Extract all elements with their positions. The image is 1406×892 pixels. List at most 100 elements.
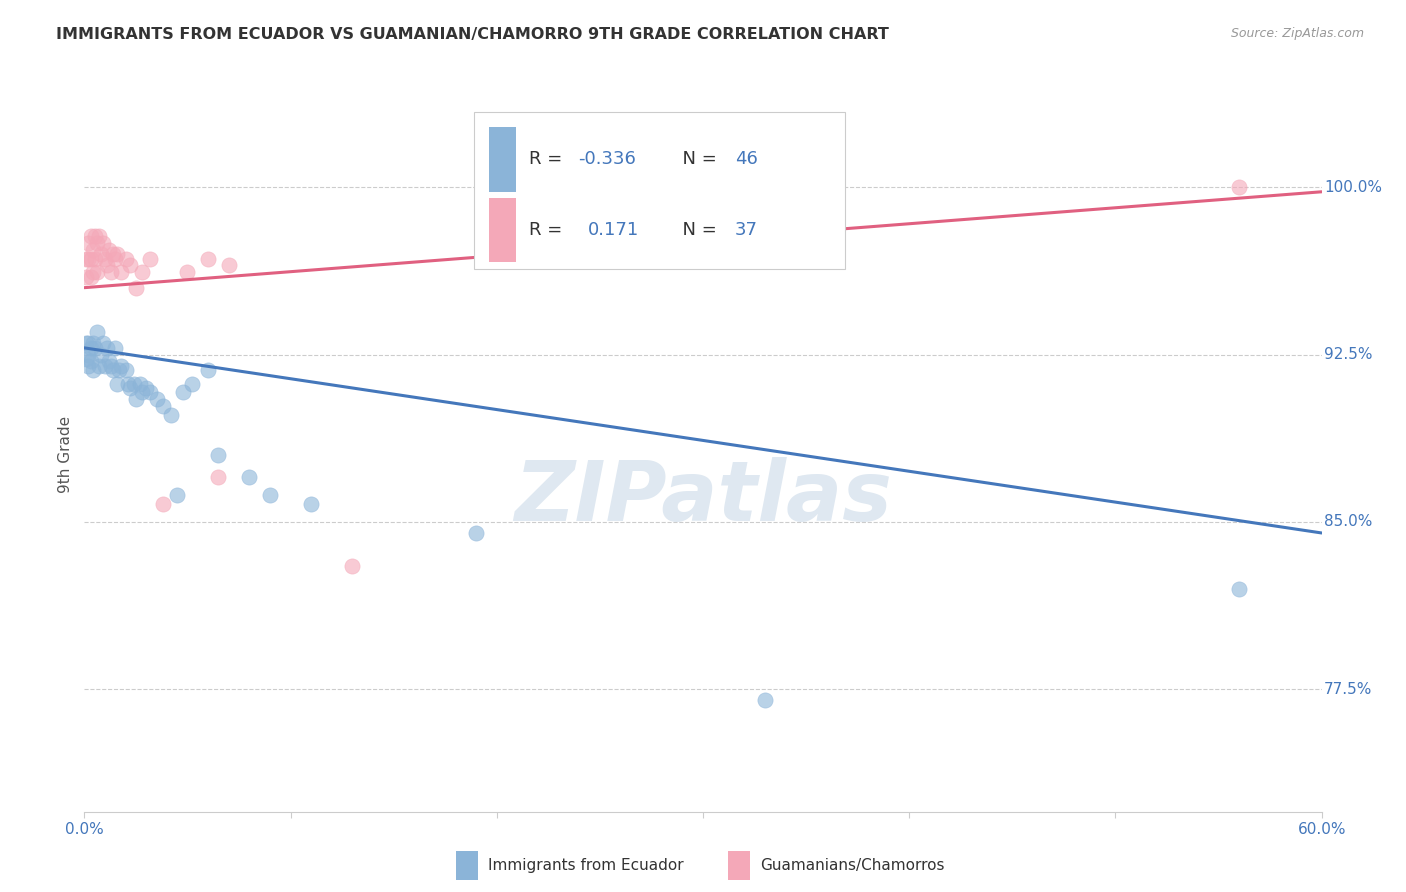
Point — [83, 229, 105, 244]
Point — [75, 269, 97, 284]
Point — [131, 265, 153, 279]
Text: N =: N = — [671, 151, 723, 169]
Point — [82, 363, 104, 377]
Point — [96, 341, 118, 355]
Point — [83, 341, 105, 355]
Text: 46: 46 — [735, 151, 758, 169]
Point — [82, 243, 104, 257]
Point — [180, 376, 202, 391]
Point — [1227, 180, 1250, 194]
Text: 77.5%: 77.5% — [1324, 681, 1372, 697]
Text: Guamanians/Chamorros: Guamanians/Chamorros — [759, 858, 945, 872]
Point — [77, 236, 100, 251]
Point — [172, 385, 194, 400]
Text: Source: ZipAtlas.com: Source: ZipAtlas.com — [1230, 27, 1364, 40]
Text: 37: 37 — [735, 221, 758, 239]
Point — [79, 252, 101, 266]
Point — [98, 354, 121, 368]
Point — [135, 381, 157, 395]
Point — [125, 281, 148, 295]
Point — [103, 363, 125, 377]
Point — [465, 526, 488, 541]
Point — [131, 385, 153, 400]
Point — [129, 376, 152, 391]
Point — [122, 376, 145, 391]
FancyBboxPatch shape — [489, 128, 516, 192]
Point — [207, 470, 229, 484]
Point — [75, 336, 97, 351]
Point — [91, 236, 114, 251]
Point — [90, 247, 112, 261]
Point — [94, 252, 117, 266]
Point — [108, 363, 131, 377]
Text: Immigrants from Ecuador: Immigrants from Ecuador — [488, 858, 683, 872]
Point — [77, 359, 100, 373]
Point — [86, 265, 108, 279]
FancyBboxPatch shape — [456, 851, 478, 880]
Point — [100, 359, 122, 373]
Text: IMMIGRANTS FROM ECUADOR VS GUAMANIAN/CHAMORRO 9TH GRADE CORRELATION CHART: IMMIGRANTS FROM ECUADOR VS GUAMANIAN/CHA… — [56, 27, 889, 42]
Point — [94, 359, 117, 373]
Point — [77, 336, 100, 351]
Point — [77, 348, 100, 362]
Point — [87, 229, 110, 244]
Text: R =: R = — [529, 151, 568, 169]
Point — [145, 392, 167, 407]
Point — [87, 359, 110, 373]
Point — [82, 265, 104, 279]
Point — [176, 265, 198, 279]
Point — [117, 376, 139, 391]
Point — [299, 497, 322, 511]
Point — [79, 229, 101, 244]
Point — [103, 247, 125, 261]
Point — [166, 488, 188, 502]
FancyBboxPatch shape — [489, 198, 516, 262]
Text: 92.5%: 92.5% — [1324, 347, 1372, 362]
Point — [152, 497, 174, 511]
Point — [114, 363, 136, 377]
Point — [83, 252, 105, 266]
Point — [259, 488, 281, 502]
Y-axis label: 9th Grade: 9th Grade — [58, 417, 73, 493]
Point — [104, 341, 127, 355]
Point — [100, 265, 122, 279]
FancyBboxPatch shape — [474, 112, 845, 269]
Point — [91, 336, 114, 351]
Text: 85.0%: 85.0% — [1324, 515, 1372, 529]
Point — [110, 265, 132, 279]
Point — [105, 376, 128, 391]
Text: N =: N = — [671, 221, 723, 239]
Point — [152, 399, 174, 413]
Point — [98, 243, 121, 257]
Point — [75, 252, 97, 266]
Point — [82, 336, 104, 351]
Point — [114, 252, 136, 266]
FancyBboxPatch shape — [728, 851, 749, 880]
Point — [79, 354, 101, 368]
Point — [86, 236, 108, 251]
Point — [160, 408, 183, 422]
Point — [77, 252, 100, 266]
Text: R =: R = — [529, 221, 574, 239]
Point — [218, 259, 240, 273]
Point — [75, 352, 97, 367]
Point — [197, 363, 219, 377]
Point — [125, 392, 148, 407]
Point — [207, 448, 229, 462]
Point — [86, 325, 108, 339]
Point — [139, 385, 162, 400]
Point — [342, 559, 364, 574]
Point — [754, 693, 776, 707]
Point — [79, 269, 101, 284]
Text: 100.0%: 100.0% — [1324, 180, 1382, 194]
Point — [197, 252, 219, 266]
Point — [104, 252, 127, 266]
Point — [90, 348, 112, 362]
Point — [79, 341, 101, 355]
Point — [139, 252, 162, 266]
Point — [118, 381, 141, 395]
Point — [105, 247, 128, 261]
Text: 0.171: 0.171 — [588, 221, 640, 239]
Text: -0.336: -0.336 — [578, 151, 636, 169]
Point — [110, 359, 132, 373]
